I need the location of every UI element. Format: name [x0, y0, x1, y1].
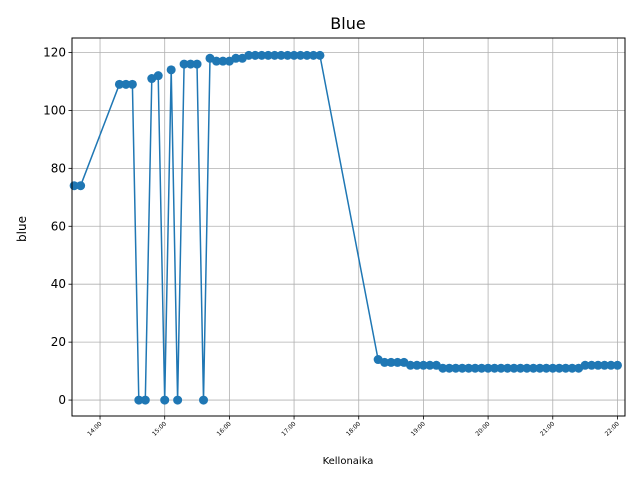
x-axis-label: Kellonaika [323, 456, 374, 467]
data-point [231, 53, 241, 63]
chart-title: Blue [330, 14, 365, 33]
data-point [393, 357, 403, 367]
data-point [483, 363, 493, 373]
data-point [315, 50, 325, 60]
data-point [302, 50, 312, 60]
data-point [412, 360, 422, 370]
data-point [153, 71, 163, 81]
data-point [593, 360, 603, 370]
data-point [567, 363, 577, 373]
data-point [173, 395, 183, 405]
data-point [199, 395, 209, 405]
data-point [179, 59, 189, 69]
data-point [528, 363, 538, 373]
data-point [289, 50, 299, 60]
series-line [69, 50, 622, 405]
data-point [296, 50, 306, 60]
data-point [490, 363, 500, 373]
data-point [548, 363, 558, 373]
data-point [612, 360, 622, 370]
data-point [160, 395, 170, 405]
data-point [580, 360, 590, 370]
data-point [606, 360, 616, 370]
y-tick-label: 100 [43, 103, 66, 117]
data-point [380, 357, 390, 367]
y-tick-label: 0 [58, 393, 66, 407]
data-point [134, 395, 144, 405]
y-axis-ticks: 0 20 40 60 80 100 120 [43, 45, 72, 407]
data-point [270, 50, 280, 60]
data-point [477, 363, 487, 373]
data-point [515, 363, 525, 373]
data-point [438, 363, 448, 373]
data-point [554, 363, 564, 373]
y-axis-label: blue [15, 216, 29, 242]
data-point [308, 50, 318, 60]
data-point [263, 50, 273, 60]
data-point [535, 363, 545, 373]
data-point [218, 56, 228, 66]
data-point [283, 50, 293, 60]
y-tick-label: 20 [51, 335, 66, 349]
data-point [244, 50, 254, 60]
data-point [600, 360, 610, 370]
data-point [127, 79, 137, 89]
data-point [425, 360, 435, 370]
data-point [121, 79, 131, 89]
data-point [257, 50, 267, 60]
plot-frame [71, 37, 626, 417]
data-point [503, 363, 513, 373]
data-point [386, 357, 396, 367]
y-tick-label: 80 [51, 161, 66, 175]
data-point [418, 360, 428, 370]
data-point [561, 363, 571, 373]
y-tick-label: 120 [43, 45, 66, 59]
data-point [186, 59, 196, 69]
data-point [250, 50, 260, 60]
data-point [587, 360, 597, 370]
data-point [140, 395, 150, 405]
data-point [509, 363, 519, 373]
data-point [192, 59, 202, 69]
data-point [444, 363, 454, 373]
data-point [405, 360, 415, 370]
data-point [76, 181, 86, 191]
data-point [166, 65, 176, 75]
data-point [470, 363, 480, 373]
data-point [211, 56, 221, 66]
data-point [276, 50, 286, 60]
y-tick-label: 40 [51, 277, 66, 291]
data-point [464, 363, 474, 373]
data-point [114, 79, 124, 89]
data-point [457, 363, 467, 373]
data-point [541, 363, 551, 373]
data-point [496, 363, 506, 373]
y-tick-label: 60 [51, 219, 66, 233]
data-point [522, 363, 532, 373]
data-point [451, 363, 461, 373]
